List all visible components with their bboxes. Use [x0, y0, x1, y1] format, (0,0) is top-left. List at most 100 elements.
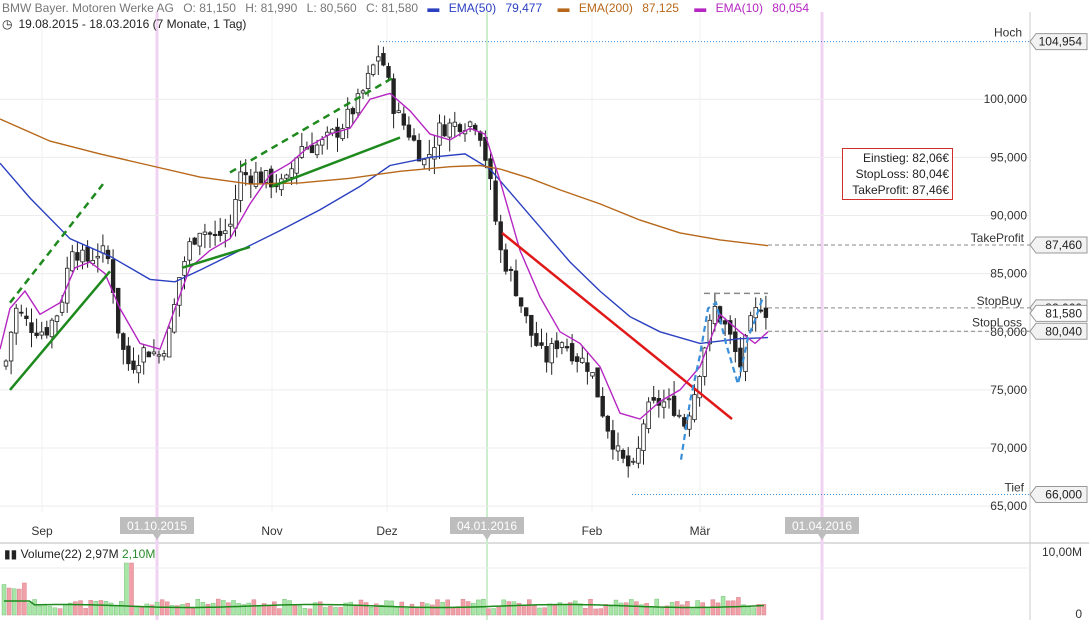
candle-up: [452, 121, 457, 127]
ema50-legend[interactable]: ▬ EMA(50) 79,477: [427, 1, 543, 15]
ema10-line: [0, 92, 769, 420]
level-name-hoch: Hoch: [994, 26, 1022, 40]
volume-bar: [664, 605, 670, 616]
volume-bar: [292, 604, 297, 616]
candle-down: [248, 175, 253, 184]
volume-bar: [164, 601, 170, 616]
level-value-hoch: 104,954: [1039, 35, 1083, 49]
candle-down: [442, 124, 447, 137]
volume-bar: [124, 562, 129, 616]
volume-bar: [231, 600, 236, 616]
candle-down: [217, 230, 223, 236]
candle-up: [661, 401, 667, 408]
volume-bar: [511, 601, 517, 616]
entry-price: Einstieg: 82,06€: [862, 151, 949, 165]
candle-down: [381, 53, 386, 66]
candle-up: [636, 447, 641, 464]
volume-bar: [374, 603, 379, 616]
volume-bar: [588, 599, 593, 616]
volume-bar: [52, 607, 58, 616]
clock-icon: ◷: [2, 17, 13, 31]
level-value-stoploss: 80,040: [1045, 324, 1082, 338]
candle-up: [365, 72, 371, 89]
volume-bar: [251, 599, 257, 616]
volume-bar: [149, 604, 155, 616]
candle-up: [692, 394, 697, 421]
volume-bar: [27, 602, 32, 616]
instrument-name: BMW Bayer. Motoren Werke AG: [2, 1, 174, 15]
candle-down: [411, 135, 417, 141]
level-tag-hoch: [1029, 33, 1088, 51]
x-tick-label: Dez: [376, 524, 397, 538]
volume-bar: [139, 606, 144, 616]
candle-down: [513, 270, 519, 297]
candle-up: [202, 231, 208, 235]
volume-bar: [751, 607, 756, 616]
candle-down: [29, 322, 34, 333]
volume-bar: [516, 603, 522, 616]
volume-bar: [1, 584, 7, 616]
volume-bar: [578, 603, 583, 616]
candle-up: [370, 64, 376, 75]
candle-up: [263, 170, 269, 183]
volume-bar: [78, 600, 83, 616]
volume-bar: [603, 604, 609, 616]
candle-down: [309, 144, 315, 154]
candle-down: [534, 333, 539, 346]
bar-chart-icon: ▮▮: [4, 547, 18, 561]
date-range: ◷ 19.08.2015 - 18.03.2016 (7 Monate, 1 Ta…: [2, 17, 247, 31]
candle-up: [707, 319, 712, 345]
candle-down: [508, 268, 514, 271]
stoploss-price: StopLoss: 80,04€: [855, 167, 949, 181]
volume-bar: [333, 607, 338, 616]
volume-bar: [430, 604, 435, 616]
candle-down: [605, 415, 610, 432]
candle-up: [8, 331, 14, 362]
y-tick-label: 70,000: [990, 441, 1027, 455]
candle-up: [70, 251, 75, 272]
uptrend-line: [9, 270, 111, 391]
candle-up: [54, 315, 60, 322]
volume-bar: [486, 608, 491, 616]
level-name-tief: Tief: [1004, 481, 1024, 495]
candle-down: [728, 320, 733, 335]
volume-bar: [328, 605, 333, 616]
volume-bar: [266, 605, 272, 616]
ema200-line: [0, 118, 769, 247]
volume-bar: [108, 602, 114, 616]
candle-down: [620, 450, 626, 459]
candle-up: [580, 357, 585, 363]
volume-bar: [649, 606, 654, 616]
candle-down: [350, 108, 355, 115]
date-marker-label: 01.04.2016: [792, 519, 852, 533]
candle-down: [406, 124, 412, 138]
takeprofit-price: TakeProfit: 87,46€: [852, 183, 949, 197]
volume-bar: [598, 608, 603, 616]
ema10-legend[interactable]: ▬ EMA(10) 80,054: [694, 1, 809, 15]
volume-bar: [644, 603, 649, 616]
volume-bar: [680, 604, 685, 616]
date-marker-box: [785, 517, 859, 534]
uptrend-line: [271, 136, 401, 188]
candle-down: [585, 362, 590, 372]
channel-dashed-line: [9, 183, 104, 304]
candle-up: [712, 305, 718, 325]
volume-tick-top: 10,00M: [1042, 545, 1082, 559]
volume-bar: [537, 607, 542, 616]
candle-up: [136, 365, 141, 374]
volume-bar: [83, 608, 88, 616]
candle-down: [146, 351, 151, 358]
volume-bar: [761, 603, 767, 616]
candle-up: [559, 342, 565, 348]
candle-down: [564, 346, 570, 349]
level-name-takeprofit: TakeProfit: [971, 231, 1025, 245]
volume-bar: [312, 602, 318, 616]
volume-bar: [170, 605, 175, 616]
volume-bar: [129, 562, 134, 616]
date-marker-pointer: [818, 534, 826, 540]
ema200-legend[interactable]: ▬ EMA(200) 87,125: [557, 1, 679, 15]
volume-bar: [353, 604, 359, 616]
candle-down: [126, 345, 131, 365]
candle-down: [600, 395, 605, 417]
